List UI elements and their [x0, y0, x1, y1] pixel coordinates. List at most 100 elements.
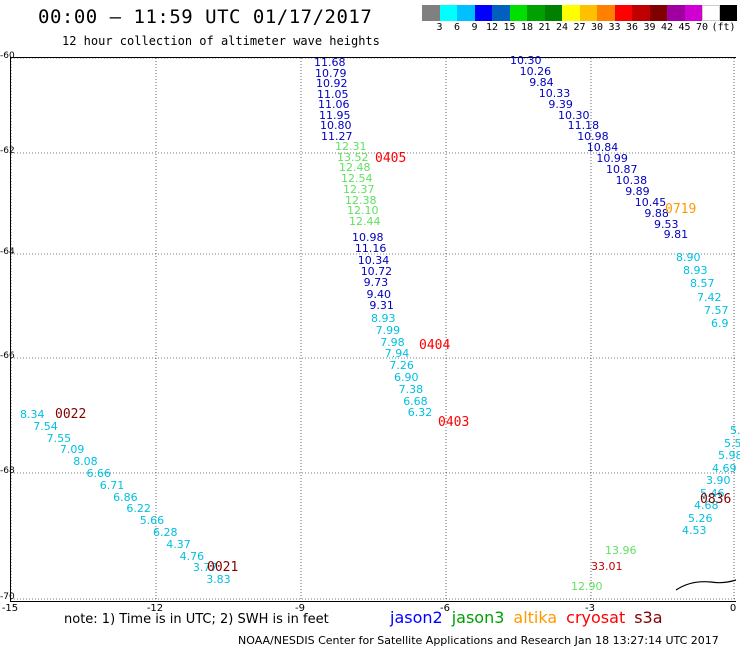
colorbar-swatch — [422, 5, 440, 21]
longitude-tick-label: -15 — [1, 603, 19, 614]
wave-height-value: 12.37 — [343, 182, 375, 196]
wave-height-value: 13.96 — [605, 544, 637, 557]
wave-height-value: 10.79 — [315, 66, 347, 80]
colorbar-label: 45 — [678, 22, 691, 33]
wave-height-value: 4.53 — [682, 524, 707, 537]
colorbar-label: 12 — [485, 22, 499, 33]
colorbar-swatch — [457, 5, 475, 21]
colorbar-swatch — [509, 5, 527, 21]
wave-height-value: 5. — [730, 424, 740, 437]
colorbar-swatch — [439, 5, 457, 21]
wave-height-value: 4.68 — [694, 499, 719, 512]
wave-height-value: 6.86 — [113, 490, 138, 504]
longitude-tick-label: 0 — [729, 603, 737, 614]
wave-height-value: 11.05 — [317, 87, 349, 101]
wave-height-value: 10.80 — [320, 119, 352, 132]
map-title: 00:00 – 11:59 UTC 01/17/2017 — [38, 6, 373, 28]
wave-height-value: 8.34 — [20, 408, 45, 421]
wave-height-value: 7.09 — [59, 443, 85, 457]
colorbar-label: 6 — [453, 22, 461, 33]
colorbar-label: 9 — [471, 22, 478, 33]
footer-credit: NOAA/NESDIS Center for Satellite Applica… — [238, 634, 719, 647]
colorbar-swatch — [562, 5, 580, 21]
wave-height-value: 12.38 — [345, 193, 377, 207]
colorbar-swatch — [614, 5, 632, 21]
wave-height-value: 10.26 — [519, 64, 552, 78]
wave-height-value: 7.54 — [33, 419, 58, 433]
colorbar-swatch — [474, 5, 492, 21]
wave-height-value: 12.48 — [339, 161, 371, 175]
colorbar-swatch — [544, 5, 562, 21]
wave-height-value: 33.01 — [591, 560, 623, 573]
pass-time-label: 0404 — [419, 338, 451, 353]
wave-height-value: 10.98 — [352, 231, 384, 244]
wave-height-value: 4.37 — [166, 537, 191, 551]
wave-height-value: 10.98 — [577, 130, 609, 144]
wave-height-value: 8.93 — [683, 264, 708, 278]
wave-height-value: 10.92 — [316, 77, 348, 90]
wave-height-value: 5.98 — [718, 449, 740, 462]
wave-height-value: 11.95 — [319, 108, 351, 122]
longitude-tick-label: -9 — [295, 603, 305, 614]
wave-height-value: 10.34 — [357, 253, 390, 267]
wave-height-value: 7.42 — [697, 290, 722, 304]
colorbar-label: (ft) — [711, 22, 736, 33]
wave-height-value: 9.88 — [644, 206, 669, 220]
wave-height-value: 10.33 — [538, 86, 571, 100]
pass-time-label: 0836 — [700, 492, 732, 507]
wave-height-value: 11.18 — [567, 119, 600, 133]
wave-height-value: 6.68 — [403, 394, 428, 408]
wave-height-colorbar — [422, 5, 737, 21]
longitude-tick-label: -6 — [440, 603, 450, 614]
wave-height-value: 3.83 — [206, 573, 231, 587]
wave-height-value: 6.9 — [711, 317, 729, 330]
pass-time-label: 0719 — [665, 202, 697, 217]
coastline — [675, 579, 737, 591]
wave-height-value: 9.40 — [366, 287, 392, 301]
wave-height-value: 7.98 — [380, 335, 405, 349]
wave-height-value: 8.57 — [690, 277, 715, 291]
map-panel — [10, 57, 737, 602]
wave-height-value: 3.77 — [192, 561, 218, 575]
colorbar-label: 21 — [538, 22, 551, 33]
wave-height-value: 8.93 — [371, 312, 396, 325]
colorbar-swatch — [527, 5, 545, 21]
wave-height-value: 9.89 — [625, 184, 650, 198]
map-grid — [10, 57, 737, 601]
latitude-tick-label: -70 — [0, 592, 15, 602]
colorbar-swatch — [684, 5, 702, 21]
wave-height-value: 11.06 — [318, 98, 350, 111]
wave-height-value: 10.30 — [510, 54, 542, 67]
wave-height-value: 4.76 — [179, 549, 205, 563]
wave-height-value: 8.90 — [676, 251, 701, 264]
wave-height-value: 12.90 — [571, 580, 603, 593]
wave-height-value: 9.81 — [663, 228, 689, 242]
wave-height-value: 6.71 — [99, 478, 125, 492]
colorbar-label: 70 — [695, 22, 709, 33]
wave-height-value: 7.94 — [384, 347, 410, 361]
colorbar-label: 42 — [660, 22, 674, 33]
colorbar-label: 30 — [590, 22, 604, 33]
longitude-tick-label: -12 — [146, 603, 164, 614]
colorbar-swatch — [667, 5, 685, 21]
legend-entry: jason3 — [451, 608, 505, 627]
colorbar-label: 18 — [520, 22, 534, 33]
wave-height-value: 5.66 — [139, 514, 165, 528]
satellite-legend: jason2 jason3 altika cryosat s3a — [390, 608, 672, 627]
latitude-tick-label: -64 — [0, 247, 15, 257]
wave-height-value: 6.22 — [126, 502, 151, 516]
colorbar-swatch — [597, 5, 615, 21]
wave-height-value: 5.46 — [700, 486, 725, 500]
wave-height-value: 13.52 — [337, 150, 369, 164]
wave-height-value: 9.73 — [363, 276, 389, 290]
latitude-tick-label: -68 — [0, 466, 15, 476]
wave-height-value: 7.99 — [375, 323, 401, 337]
colorbar-swatch — [632, 5, 650, 21]
colorbar-label: 33 — [608, 22, 621, 33]
wave-height-value: 10.84 — [586, 141, 619, 155]
wave-height-value: 6.66 — [86, 467, 112, 480]
pass-time-label: 0405 — [375, 151, 407, 166]
wave-height-value: 10.87 — [606, 163, 638, 176]
map-subtitle: 12 hour collection of altimeter wave hei… — [62, 34, 380, 48]
units-note: note: 1) Time is in UTC; 2) SWH is in fe… — [64, 612, 329, 627]
